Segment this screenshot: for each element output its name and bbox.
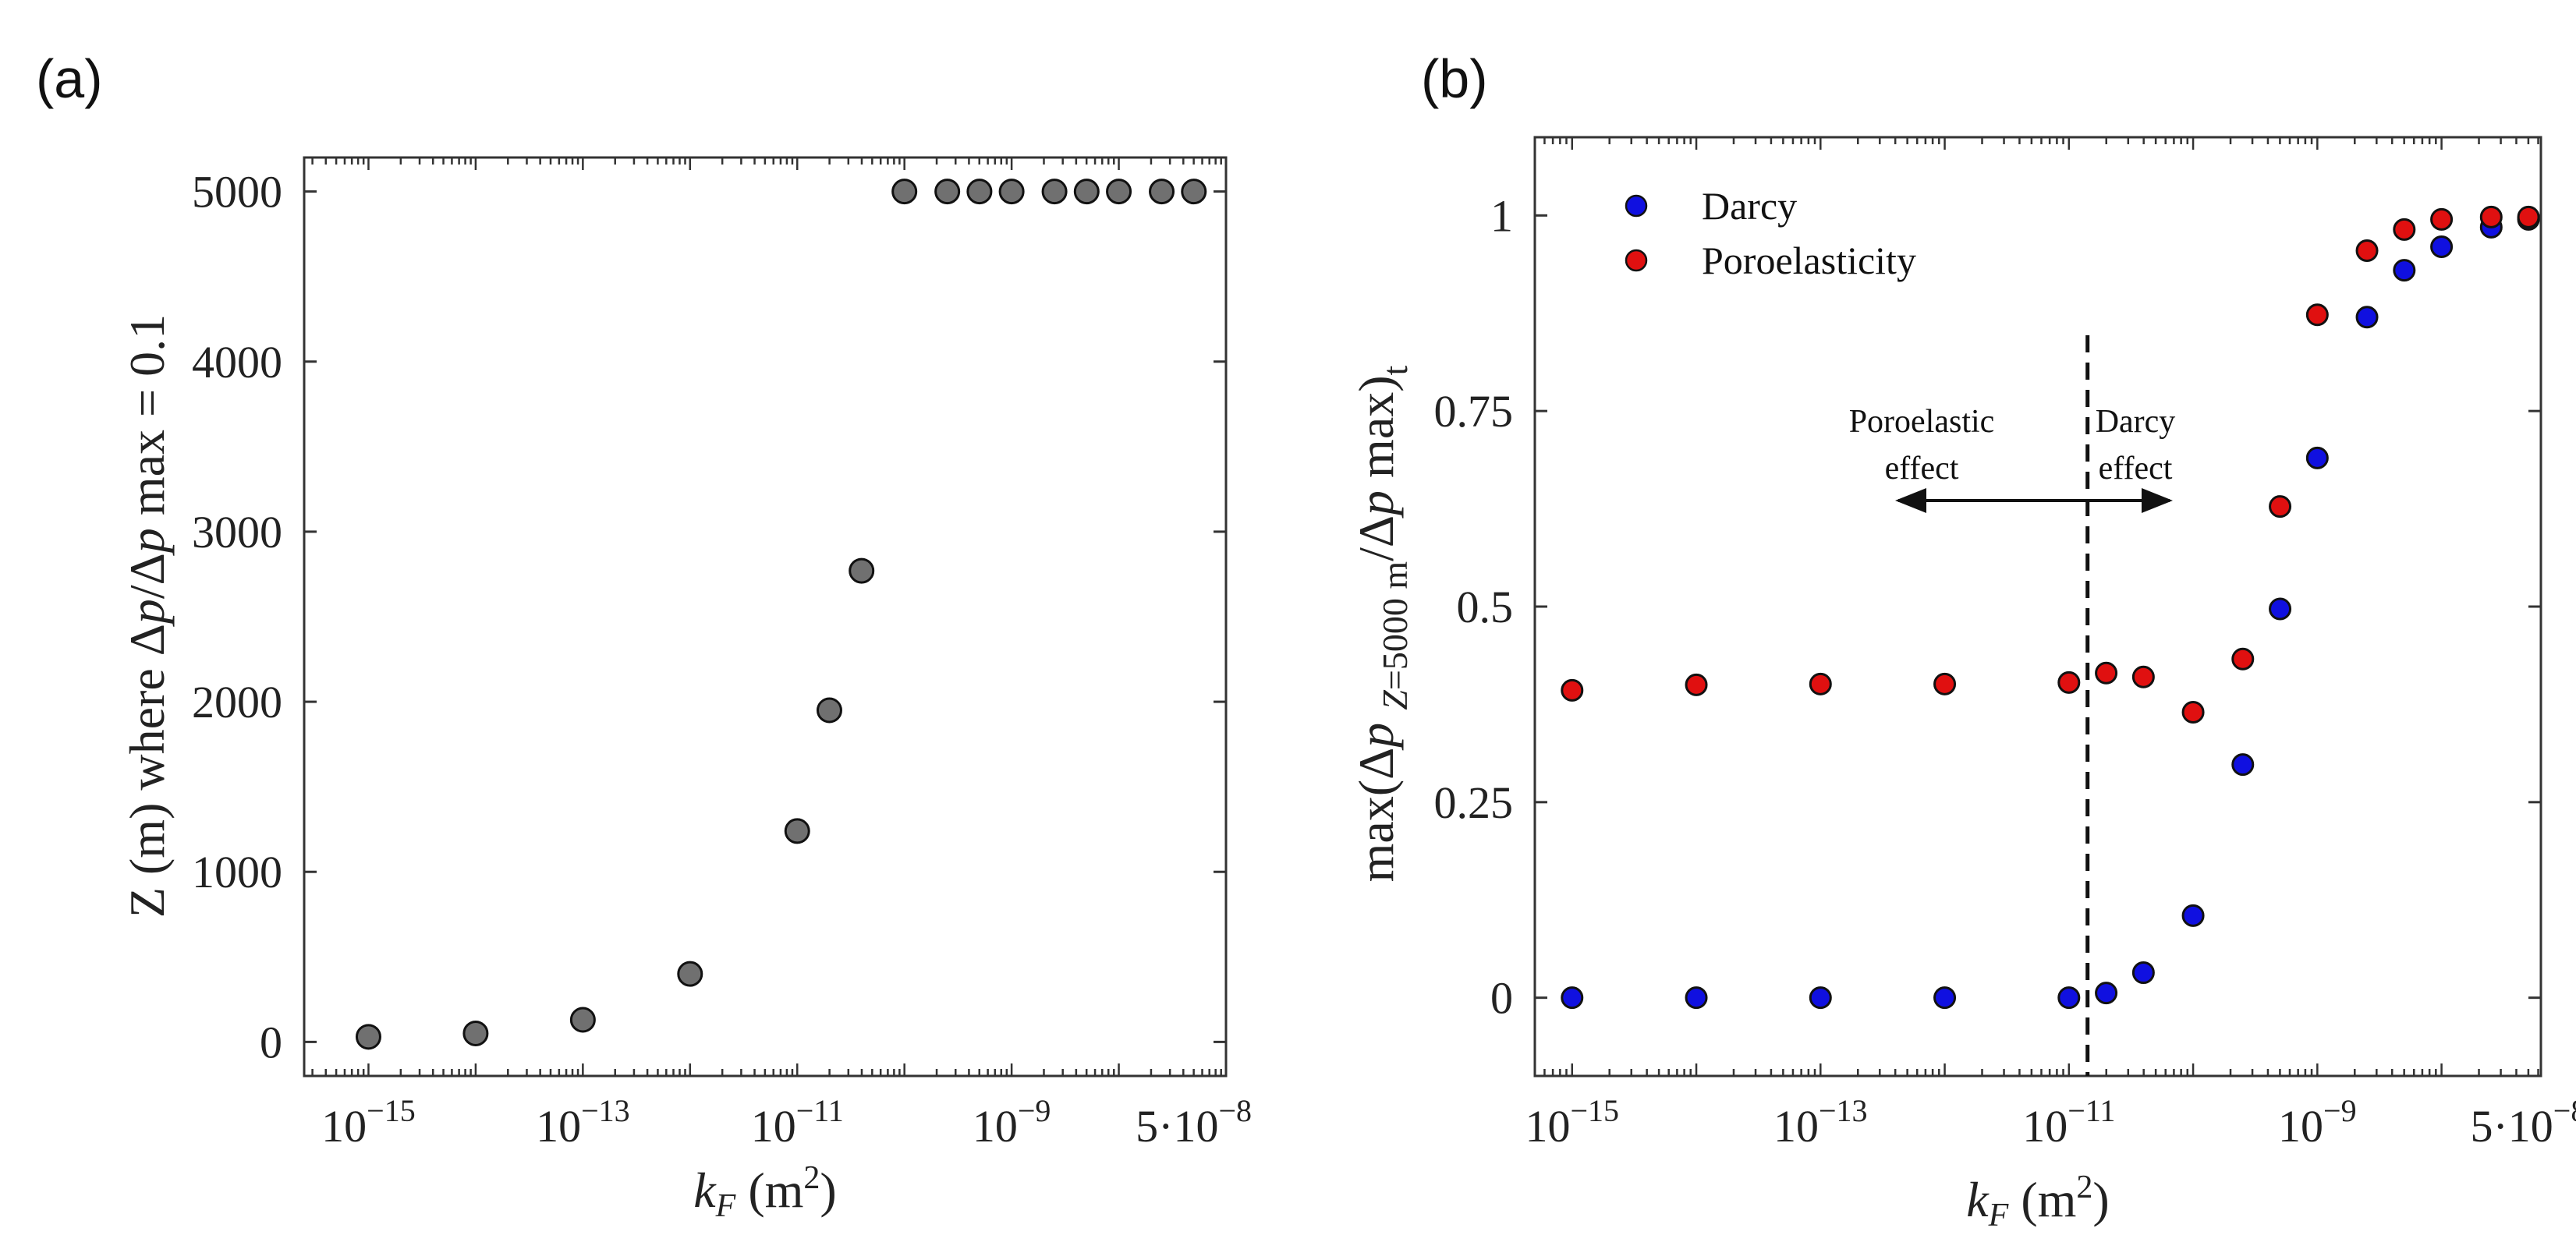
y-tick-label: 0 (260, 1017, 282, 1067)
data-point-z (462, 1020, 489, 1046)
legend-poroelasticity-marker (1625, 249, 1648, 272)
data-point-poroelasticity (2430, 207, 2454, 231)
y-tick-label: 4000 (192, 337, 282, 387)
x-tick-label: 10−15 (1525, 1093, 1619, 1152)
legend-darcy-label: Darcy (1702, 184, 1797, 228)
data-point-darcy (2231, 753, 2255, 777)
panel-b-darcy-label-line1: Darcy (2096, 404, 2176, 440)
y-tick-label: 0 (1490, 973, 1513, 1024)
panel-b-x-axis: 10−15 10−13 10−11 10−9 5·10−8 (1525, 137, 2576, 1152)
data-point-poroelasticity (2269, 495, 2292, 518)
y-tick-label: 0.5 (1457, 582, 1514, 632)
panel-b-label: (b) (1421, 48, 1488, 109)
panel-b-series (1561, 205, 2540, 1010)
data-point-darcy (2430, 235, 2454, 258)
y-tick-label: 1000 (192, 847, 282, 897)
data-point-z (569, 1007, 596, 1033)
data-point-poroelasticity (2517, 205, 2540, 228)
panel-b-chart: 00.250.50.751 10−1510−1310−1110−95·10−8 … (1348, 136, 2576, 1233)
panel-b-plot-frame (1533, 136, 2542, 1078)
y-tick-label: 0.75 (1434, 386, 1514, 437)
x-tick-label: 5·10−8 (1136, 1093, 1252, 1152)
data-point-z (1149, 179, 1175, 205)
y-tick-label: 2000 (192, 677, 282, 727)
data-point-darcy (1933, 986, 1957, 1010)
data-point-z (934, 179, 961, 205)
panel-a-plot-frame (303, 156, 1228, 1078)
data-point-poroelasticity (1809, 672, 1832, 695)
x-tick-label: 10−9 (2278, 1093, 2357, 1152)
data-point-z (998, 179, 1025, 205)
data-point-z (677, 961, 703, 987)
panel-a-y-axis-label: Z (m) where Δp/Δp max = 0.1 (119, 314, 175, 918)
x-tick-label: 5·10−8 (2470, 1093, 2576, 1152)
legend-poroelasticity-label: Poroelasticity (1702, 239, 1916, 282)
y-tick-label: 3000 (192, 507, 282, 557)
data-point-darcy (2355, 306, 2379, 329)
data-point-z (891, 179, 918, 205)
panel-b-x-axis-label: kF (m2) (1966, 1170, 2109, 1233)
panel-b-darcy-label-line2: effect (2099, 451, 2173, 487)
panel-a-label: (a) (36, 48, 103, 109)
x-tick-label: 10−15 (321, 1093, 416, 1152)
data-point-darcy (2269, 597, 2292, 621)
x-tick-label: 10−11 (2022, 1093, 2115, 1152)
y-tick-label: 1 (1490, 190, 1513, 241)
data-point-poroelasticity (2355, 239, 2379, 262)
y-tick-label: 0.25 (1434, 777, 1514, 828)
data-point-poroelasticity (2231, 647, 2255, 671)
data-point-z (966, 179, 993, 205)
data-point-z (816, 697, 842, 724)
panel-a-x-axis: 10−15 10−13 10−11 10−9 5·10−8 (311, 157, 1252, 1152)
panel-b-poroelastic-label-line2: effect (1885, 451, 1959, 487)
data-point-z (1106, 179, 1132, 205)
data-point-poroelasticity (1685, 673, 1708, 696)
data-point-poroelasticity (2095, 661, 2118, 685)
data-point-poroelasticity (2181, 700, 2205, 724)
data-point-darcy (2095, 982, 2118, 1005)
data-point-z (784, 818, 810, 844)
panel-b-y-axis-label: max(Δp Z=5000 m/Δp max)t (1348, 365, 1415, 882)
x-tick-label: 10−9 (973, 1093, 1051, 1152)
x-tick-label: 10−11 (751, 1093, 844, 1152)
data-point-poroelasticity (2393, 218, 2416, 241)
panel-a-x-axis-label: kF (m2) (693, 1160, 836, 1224)
data-point-darcy (2305, 446, 2329, 469)
data-point-z (1181, 179, 1207, 205)
data-point-poroelasticity (2131, 665, 2155, 688)
legend-darcy-marker (1625, 194, 1648, 218)
y-tick-label: 5000 (192, 167, 282, 218)
data-point-poroelasticity (2305, 303, 2329, 327)
panel-b-legend: Darcy Poroelasticity (1625, 184, 1916, 282)
data-point-z (849, 557, 875, 584)
data-point-darcy (1561, 986, 1584, 1010)
data-point-darcy (2057, 986, 2081, 1010)
data-point-darcy (1685, 986, 1708, 1010)
panel-a-y-axis: 0 1000 2000 3000 4000 5000 (192, 167, 1226, 1067)
data-point-z (355, 1024, 381, 1050)
panel-a-series-z (355, 179, 1207, 1050)
x-tick-label: 10−13 (536, 1093, 630, 1152)
panel-b-poroelastic-label-line1: Poroelastic (1849, 404, 1995, 440)
data-point-z (1073, 179, 1100, 205)
data-point-poroelasticity (2057, 671, 2081, 694)
data-point-poroelasticity (1933, 672, 1957, 695)
x-tick-label: 10−13 (1773, 1093, 1868, 1152)
data-point-darcy (2181, 904, 2205, 927)
data-point-darcy (2131, 961, 2155, 985)
data-point-darcy (2393, 259, 2416, 282)
data-point-darcy (1809, 986, 1832, 1010)
data-point-z (1041, 179, 1068, 205)
data-point-poroelasticity (2479, 205, 2503, 228)
panel-b-y-axis: 0 0.25 0.5 0.75 1 (1434, 190, 2541, 1024)
data-point-poroelasticity (1561, 678, 1584, 702)
